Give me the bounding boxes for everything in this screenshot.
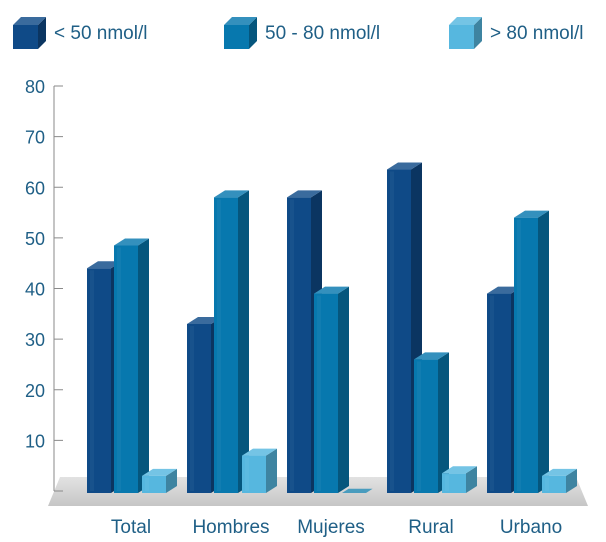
y-axis: 10 20 30 40 50 60 70 80 [25, 77, 63, 492]
bar-rural-s1 [387, 162, 422, 493]
y-tick-label: 60 [25, 178, 45, 198]
bar-rural-s2 [414, 352, 449, 493]
y-tick-label: 80 [25, 77, 45, 97]
x-category-label: Mujeres [297, 517, 365, 538]
bar-urbano-s2 [514, 210, 549, 493]
y-tick-label: 10 [25, 431, 45, 451]
legend-swatch [224, 17, 257, 49]
legend: < 50 nmol/l 50 - 80 nmol/l > 80 nmol/l [13, 17, 583, 49]
bar-mujeres-s2 [314, 286, 349, 493]
x-category-label: Urbano [500, 517, 562, 538]
legend-label: > 80 nmol/l [490, 23, 583, 44]
legend-label: < 50 nmol/l [54, 23, 147, 44]
legend-item-3: > 80 nmol/l [449, 17, 583, 49]
legend-label: 50 - 80 nmol/l [265, 23, 380, 44]
x-category-label: Hombres [192, 517, 269, 538]
y-tick-label: 40 [25, 280, 45, 300]
legend-item-1: < 50 nmol/l [13, 17, 147, 49]
bar-hombres-s2 [214, 190, 249, 493]
bar-hombres-s3 [242, 448, 277, 493]
legend-item-2: 50 - 80 nmol/l [224, 17, 380, 49]
y-tick-label: 30 [25, 330, 45, 350]
legend-swatch [449, 17, 482, 49]
y-tick-label: 70 [25, 128, 45, 148]
x-category-label: Rural [408, 517, 453, 538]
bar-urbano-s3 [542, 468, 577, 493]
x-axis-labels: Total Hombres Mujeres Rural Urbano [111, 517, 562, 538]
y-tick-label: 50 [25, 229, 45, 249]
legend-swatch [13, 17, 46, 49]
bar-total-s3 [142, 468, 177, 493]
bar-mujeres-s3 [342, 488, 373, 493]
x-category-label: Total [111, 517, 151, 538]
y-tick-label: 20 [25, 381, 45, 401]
bar-total-s2 [114, 238, 149, 493]
bars-group [87, 162, 577, 493]
bar-rural-s3 [442, 466, 477, 493]
